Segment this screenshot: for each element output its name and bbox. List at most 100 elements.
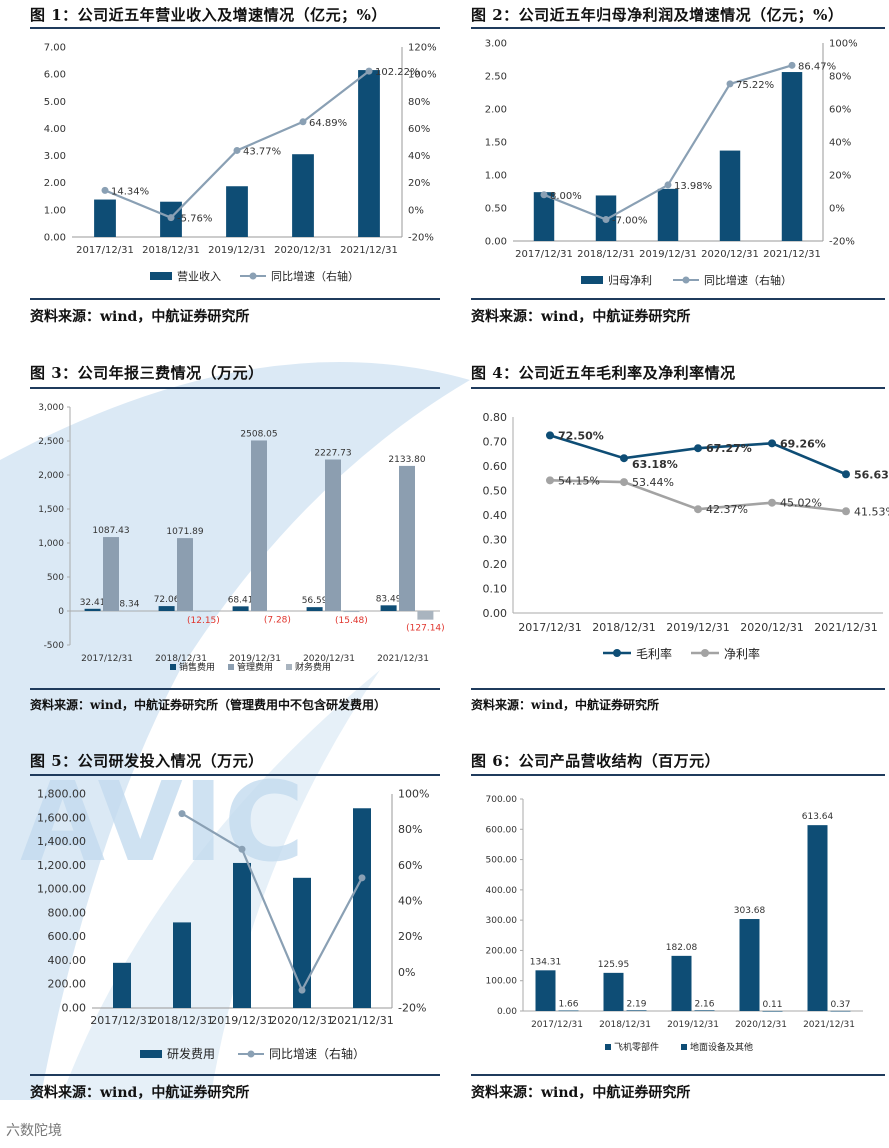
x-tick-label: 2019/12/31 bbox=[667, 1020, 719, 1030]
legend-label: 净利率 bbox=[724, 646, 760, 661]
legend-line-marker bbox=[682, 276, 690, 284]
left-tick-label: 1,400.00 bbox=[37, 835, 86, 848]
data-label: (12.15) bbox=[187, 616, 220, 626]
legend-swatch bbox=[228, 664, 234, 670]
bar-管理费用-2018/12/31 bbox=[177, 538, 193, 611]
bar-地面设备及其他-2019/12/31 bbox=[694, 1010, 715, 1011]
y-tick-label: 0.00 bbox=[497, 1007, 517, 1017]
legend-swatch bbox=[286, 664, 292, 670]
series-label: 41.53% bbox=[854, 505, 889, 518]
left-tick-label: 1,800.00 bbox=[37, 788, 86, 801]
data-label: (15.48) bbox=[335, 616, 368, 626]
x-tick-label: 2020/12/31 bbox=[274, 245, 332, 256]
x-tick-label: 2018/12/31 bbox=[592, 621, 655, 634]
left-tick-label: 5.00 bbox=[44, 97, 66, 108]
left-tick-label: 7.00 bbox=[44, 43, 66, 54]
series-point bbox=[842, 507, 850, 516]
right-tick-label: 20% bbox=[829, 171, 851, 182]
x-tick-label: 2021/12/31 bbox=[763, 249, 821, 260]
series-label: 67.27% bbox=[706, 442, 752, 455]
x-tick-label: 2019/12/31 bbox=[666, 621, 729, 634]
legend-bar-label: 归母净利 bbox=[608, 273, 652, 287]
bar-2021/12/31 bbox=[781, 72, 803, 241]
y-tick-label: 0.70 bbox=[483, 436, 508, 449]
bar-2021/12/31 bbox=[353, 808, 371, 1008]
right-tick-label: 60% bbox=[398, 859, 422, 872]
series-point bbox=[620, 478, 628, 487]
data-label: 125.95 bbox=[598, 960, 630, 970]
data-label: 2508.05 bbox=[240, 429, 277, 439]
x-tick-label: 2018/12/31 bbox=[150, 1014, 213, 1027]
right-tick-label: 20% bbox=[408, 178, 430, 189]
figure-1-bottom-rule bbox=[30, 298, 440, 300]
left-tick-label: 400.00 bbox=[48, 954, 87, 967]
left-tick-label: 2.00 bbox=[485, 105, 507, 116]
x-tick-label: 2020/12/31 bbox=[740, 621, 803, 634]
bar-飞机零部件-2018/12/31 bbox=[603, 972, 624, 1011]
right-tick-label: 0% bbox=[829, 204, 845, 215]
figure-6-chart: 0.00 100.00 200.00 300.00 400.00 500.00 600.00… bbox=[486, 795, 863, 1053]
growth-label: 75.22% bbox=[736, 80, 774, 91]
figure-5-chart: 0.00 200.00 400.00 600.00 800.00 1,000.00 1,20… bbox=[37, 788, 429, 1062]
data-label: 134.31 bbox=[530, 957, 562, 967]
bar-管理费用-2017/12/31 bbox=[103, 537, 119, 611]
right-tick-label: 40% bbox=[408, 151, 430, 162]
bar-飞机零部件-2021/12/31 bbox=[807, 825, 828, 1011]
left-tick-label: 1,600.00 bbox=[37, 811, 86, 824]
growth-point bbox=[233, 146, 241, 154]
data-label: 303.68 bbox=[734, 906, 766, 916]
right-tick-label: 120% bbox=[408, 43, 437, 54]
series-label: 42.37% bbox=[706, 503, 748, 516]
x-tick-label: 2021/12/31 bbox=[340, 245, 398, 256]
y-tick-label: 600.00 bbox=[486, 825, 518, 835]
growth-label: 14.34% bbox=[111, 186, 149, 197]
y-tick-label: -500 bbox=[44, 641, 65, 651]
legend-line-label: 同比增速（右轴） bbox=[271, 269, 359, 283]
figure-1-title: 图 1：公司近五年营业收入及增速情况（亿元；%） bbox=[30, 6, 387, 24]
x-tick-label: 2021/12/31 bbox=[803, 1020, 855, 1030]
legend-bar-label: 营业收入 bbox=[177, 269, 221, 283]
right-tick-label: 100% bbox=[398, 788, 429, 801]
growth-label: 13.98% bbox=[674, 181, 712, 192]
x-tick-label: 2017/12/31 bbox=[518, 621, 581, 634]
right-tick-label: 40% bbox=[398, 895, 422, 908]
figure-1-source: 资料来源：wind，中航证券研究所 bbox=[30, 309, 250, 325]
x-tick-label: 2020/12/31 bbox=[735, 1020, 787, 1030]
left-tick-label: 2.50 bbox=[485, 72, 507, 83]
right-tick-label: 80% bbox=[408, 97, 430, 108]
figure-4-top-rule bbox=[471, 387, 885, 389]
y-tick-label: 3,000 bbox=[38, 403, 64, 413]
data-label: 1087.43 bbox=[92, 526, 129, 536]
x-tick-label: 2018/12/31 bbox=[155, 654, 207, 664]
figure-5-source: 资料来源：wind，中航证券研究所 bbox=[30, 1085, 250, 1101]
y-tick-label: 300.00 bbox=[486, 916, 518, 926]
bar-飞机零部件-2020/12/31 bbox=[739, 919, 760, 1011]
bar-财务费用-2018/12/31 bbox=[195, 611, 212, 612]
data-label: 182.08 bbox=[666, 943, 698, 953]
data-label: 0.37 bbox=[830, 1000, 850, 1010]
growth-label: 8.00% bbox=[550, 191, 582, 202]
bar-2019/12/31 bbox=[233, 862, 251, 1008]
series-label: 72.50% bbox=[558, 429, 604, 442]
data-label: 613.64 bbox=[802, 812, 834, 822]
bar-2018/12/31 bbox=[173, 922, 191, 1008]
series-label: 56.63% bbox=[854, 468, 889, 481]
growth-point bbox=[358, 874, 366, 882]
y-tick-label: 0.80 bbox=[483, 411, 508, 424]
figure-4-bottom-rule bbox=[471, 688, 885, 690]
y-tick-label: 500 bbox=[47, 573, 64, 583]
series-point bbox=[546, 476, 554, 485]
legend-label: 飞机零部件 bbox=[614, 1041, 659, 1053]
right-tick-label: -20% bbox=[408, 233, 434, 244]
figure-3-title: 图 3：公司年报三费情况（万元） bbox=[30, 364, 264, 382]
right-tick-label: -20% bbox=[398, 1002, 426, 1015]
right-tick-label: 100% bbox=[408, 70, 437, 81]
figure-2-bottom-rule bbox=[471, 298, 885, 300]
left-tick-label: 800.00 bbox=[48, 906, 87, 919]
data-label: 2.16 bbox=[694, 999, 714, 1009]
legend-marker bbox=[701, 649, 709, 657]
figure-3-bottom-rule bbox=[30, 688, 440, 690]
right-tick-label: 60% bbox=[408, 124, 430, 135]
bar-销售费用-2018/12/31 bbox=[158, 606, 175, 611]
series-point bbox=[694, 505, 702, 514]
